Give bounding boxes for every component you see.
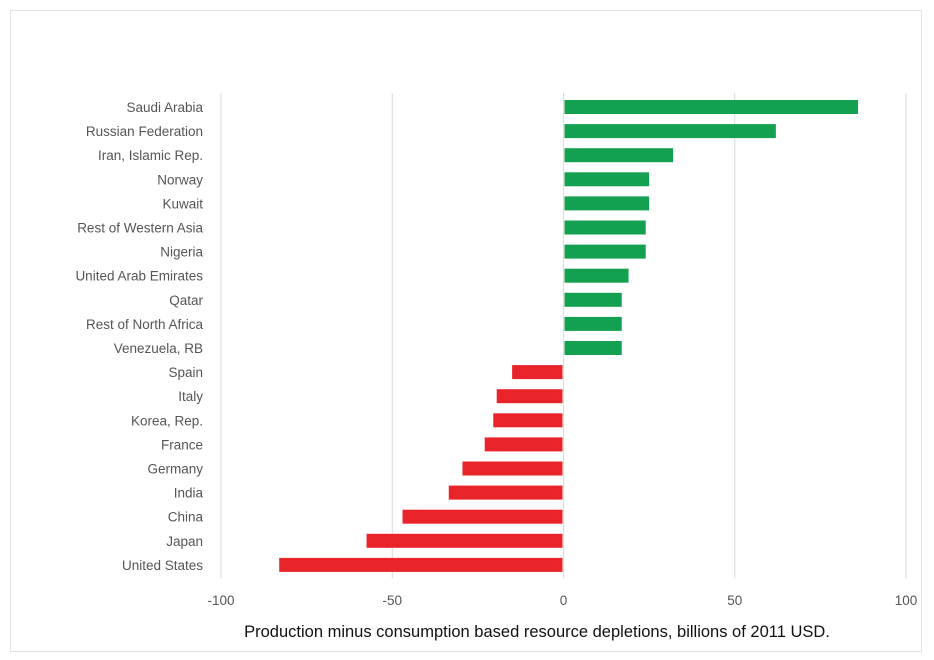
bar-3 — [564, 172, 650, 187]
bar-15 — [462, 461, 563, 476]
bar-17 — [402, 509, 563, 524]
category-label-16: India — [174, 486, 204, 501]
category-label-5: Rest of Western Asia — [77, 221, 203, 236]
bar-7 — [564, 268, 629, 283]
bar-10 — [564, 341, 622, 355]
x-tick-label-0: -100 — [207, 593, 234, 608]
category-labels: Saudi Arabia Russian Federation Iran, Isla… — [75, 100, 203, 573]
bar-1 — [564, 124, 776, 139]
category-label-17: China — [168, 510, 204, 525]
bar-14 — [484, 437, 563, 452]
category-label-9: Rest of North Africa — [86, 317, 204, 332]
bar-18 — [366, 533, 563, 548]
x-tick-label-4: 100 — [895, 593, 918, 608]
category-label-19: United States — [122, 558, 203, 573]
category-label-11: Spain — [168, 365, 203, 380]
category-label-1: Russian Federation — [86, 124, 203, 139]
bar-2 — [564, 148, 674, 163]
x-tick-label-1: -50 — [382, 593, 402, 608]
bars — [279, 100, 859, 572]
x-tick-labels: -100 -50 0 50 100 — [207, 593, 917, 608]
category-label-4: Kuwait — [162, 196, 203, 211]
x-tick-label-3: 50 — [727, 593, 742, 608]
category-label-14: France — [161, 437, 203, 452]
bar-5 — [564, 220, 646, 235]
bar-12 — [496, 389, 563, 404]
bar-9 — [564, 316, 622, 331]
category-label-10: Venezuela, RB — [114, 341, 203, 356]
category-label-15: Germany — [147, 462, 203, 477]
gridlines — [220, 93, 907, 578]
bar-11 — [512, 365, 563, 380]
category-label-0: Saudi Arabia — [126, 100, 203, 115]
bar-4 — [564, 196, 650, 211]
category-label-8: Qatar — [169, 293, 203, 308]
bar-13 — [493, 413, 563, 428]
bar-6 — [564, 244, 646, 259]
x-axis-title: Production minus consumption based resou… — [244, 623, 830, 641]
x-tick-label-2: 0 — [560, 593, 568, 608]
category-label-2: Iran, Islamic Rep. — [98, 148, 203, 163]
bar-8 — [564, 292, 622, 307]
category-label-18: Japan — [166, 534, 203, 549]
category-label-12: Italy — [178, 389, 203, 404]
bar-19 — [279, 557, 563, 572]
category-label-7: United Arab Emirates — [75, 269, 203, 284]
category-label-6: Nigeria — [160, 245, 203, 260]
category-label-13: Korea, Rep. — [131, 413, 203, 428]
bar-0 — [564, 100, 859, 114]
bar-16 — [448, 485, 563, 500]
category-label-3: Norway — [157, 172, 203, 187]
